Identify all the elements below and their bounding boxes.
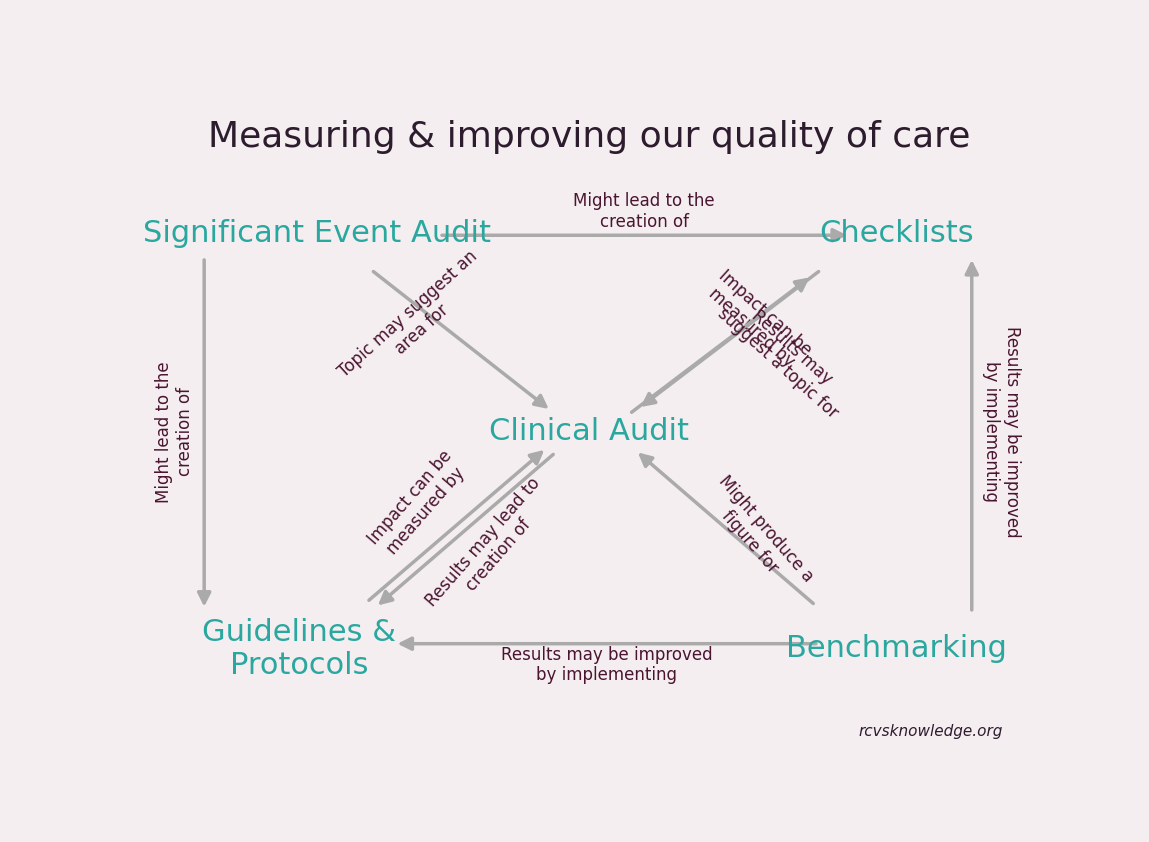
Text: Measuring & improving our quality of care: Measuring & improving our quality of car… — [208, 120, 970, 154]
Text: Results may lead to
creation of: Results may lead to creation of — [423, 474, 560, 623]
Text: Benchmarking: Benchmarking — [786, 634, 1007, 663]
Text: Results may be improved
by implementing: Results may be improved by implementing — [981, 326, 1020, 537]
Text: Clinical Audit: Clinical Audit — [488, 417, 689, 446]
Text: Might lead to the
creation of: Might lead to the creation of — [155, 361, 194, 503]
Text: Checklists: Checklists — [819, 220, 973, 248]
Text: rcvsknowledge.org: rcvsknowledge.org — [858, 724, 1003, 738]
Text: Impact can be
measured by: Impact can be measured by — [701, 266, 815, 374]
Text: Impact can be
measured by: Impact can be measured by — [364, 447, 471, 562]
Text: Might produce a
figure for: Might produce a figure for — [700, 472, 817, 599]
Text: Might lead to the
creation of: Might lead to the creation of — [573, 192, 715, 231]
Text: Significant Event Audit: Significant Event Audit — [144, 220, 492, 248]
Text: Topic may suggest an
area for: Topic may suggest an area for — [336, 247, 495, 396]
Text: Guidelines &
Protocols: Guidelines & Protocols — [202, 617, 396, 680]
Text: Results may
suggest a topic for: Results may suggest a topic for — [714, 289, 856, 422]
Text: Results may be improved
by implementing: Results may be improved by implementing — [501, 646, 712, 685]
